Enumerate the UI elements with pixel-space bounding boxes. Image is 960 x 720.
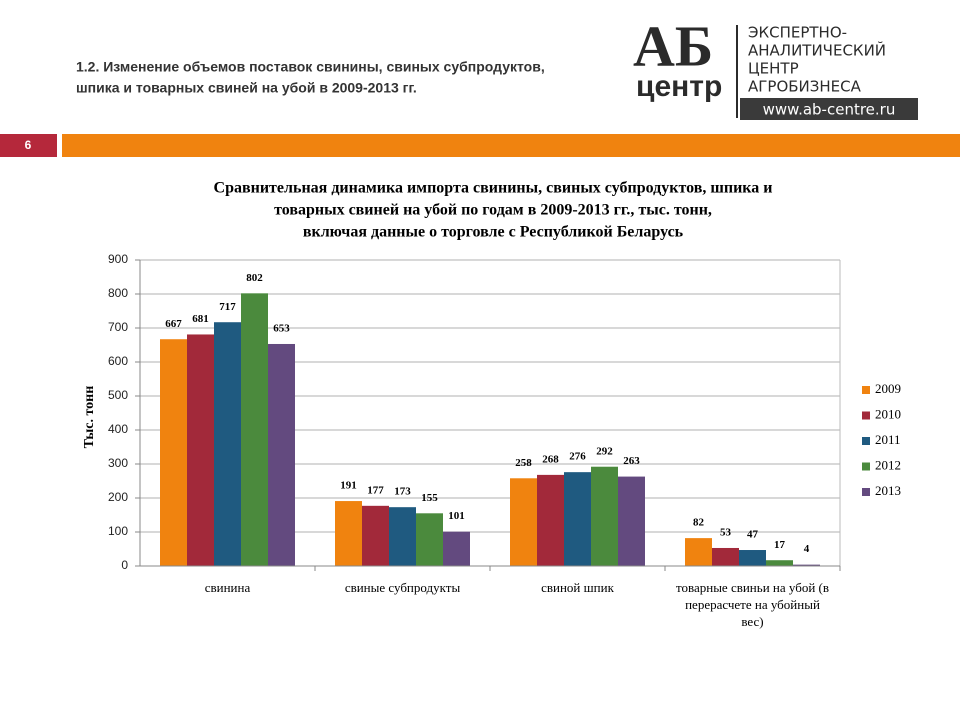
bar <box>187 334 214 566</box>
bar <box>389 507 416 566</box>
value-label: 4 <box>804 543 810 555</box>
logo-line: АГРОБИЗНЕСА <box>748 78 862 96</box>
y-tick-label: 200 <box>108 490 128 504</box>
bar <box>591 466 618 566</box>
logo-line: ЦЕНТР <box>748 60 799 78</box>
legend-swatch <box>862 462 870 471</box>
bar <box>214 322 241 566</box>
x-tick-label: свинина <box>204 580 251 595</box>
legend-label: 2013 <box>875 483 901 498</box>
value-label: 258 <box>515 457 532 469</box>
value-label: 173 <box>394 486 411 498</box>
y-tick-label: 600 <box>108 354 128 368</box>
bar <box>618 476 645 566</box>
y-tick-label: 700 <box>108 320 128 334</box>
value-label: 191 <box>340 480 357 492</box>
slide-number: 6 <box>25 138 32 152</box>
chart-title: включая данные о торговле с Республикой … <box>303 224 684 241</box>
y-tick-label: 500 <box>108 388 128 402</box>
bar <box>362 505 389 566</box>
legend-swatch <box>862 411 870 420</box>
bar <box>793 564 820 566</box>
bar <box>739 550 766 566</box>
legend-swatch <box>862 437 870 445</box>
header-bar <box>62 134 960 157</box>
slide-title: 1.2. Изменение объемов поставок свинины,… <box>76 59 545 75</box>
legend-label: 2011 <box>875 432 901 447</box>
bar <box>241 293 268 566</box>
slide-title: шпика и товарных свиней на убой в 2009-2… <box>76 80 417 96</box>
bar <box>443 531 470 566</box>
logo-line: ЭКСПЕРТНО- <box>748 24 847 42</box>
chart-title: Сравнительная динамика импорта свинины, … <box>214 180 773 197</box>
bar <box>712 547 739 566</box>
legend-label: 2009 <box>875 381 901 396</box>
slide-number-box <box>0 134 57 157</box>
legend-label: 2010 <box>875 406 901 421</box>
value-label: 53 <box>720 527 732 539</box>
value-label: 802 <box>246 272 263 284</box>
logo-line: АНАЛИТИЧЕСКИЙ <box>748 41 886 60</box>
value-label: 155 <box>421 492 438 504</box>
legend-swatch <box>862 488 870 496</box>
x-tick-label: товарные свиньи на убой (в перерасчете н… <box>675 580 829 629</box>
bar <box>685 538 712 566</box>
bar <box>510 478 537 566</box>
bar <box>416 513 443 566</box>
bar <box>268 343 295 566</box>
value-label: 82 <box>693 517 705 529</box>
value-label: 667 <box>165 318 182 330</box>
legend-swatch <box>862 386 870 394</box>
value-label: 268 <box>542 453 559 465</box>
value-label: 276 <box>569 451 586 463</box>
bar <box>766 560 793 566</box>
y-axis-label: Тыс. тонн <box>82 386 97 449</box>
y-tick-label: 300 <box>108 456 128 470</box>
y-tick-label: 900 <box>108 252 128 266</box>
bar <box>335 501 362 566</box>
value-label: 717 <box>219 301 236 313</box>
value-label: 47 <box>747 529 759 541</box>
bar <box>160 339 187 566</box>
value-label: 177 <box>367 484 384 496</box>
y-tick-label: 800 <box>108 286 128 300</box>
value-label: 681 <box>192 313 209 325</box>
chart-title: товарных свиней на убой по годам в 2009-… <box>274 202 712 219</box>
x-tick-label: свиные субпродукты <box>344 580 461 595</box>
bar <box>537 474 564 566</box>
legend-label: 2012 <box>875 457 901 472</box>
logo-url: www.ab-centre.ru <box>763 101 896 119</box>
x-tick-label: свиной шпик <box>541 580 614 595</box>
y-tick-label: 100 <box>108 524 128 538</box>
logo-sub: центр <box>636 70 722 103</box>
y-tick-label: 400 <box>108 422 128 436</box>
value-label: 653 <box>273 323 290 335</box>
value-label: 101 <box>448 510 465 522</box>
value-label: 292 <box>596 445 613 457</box>
y-tick-label: 0 <box>121 558 128 572</box>
value-label: 263 <box>623 455 640 467</box>
logo-url-box <box>740 98 918 120</box>
logo-mark: АБ <box>633 13 713 78</box>
bar <box>564 472 591 566</box>
value-label: 17 <box>774 539 786 551</box>
